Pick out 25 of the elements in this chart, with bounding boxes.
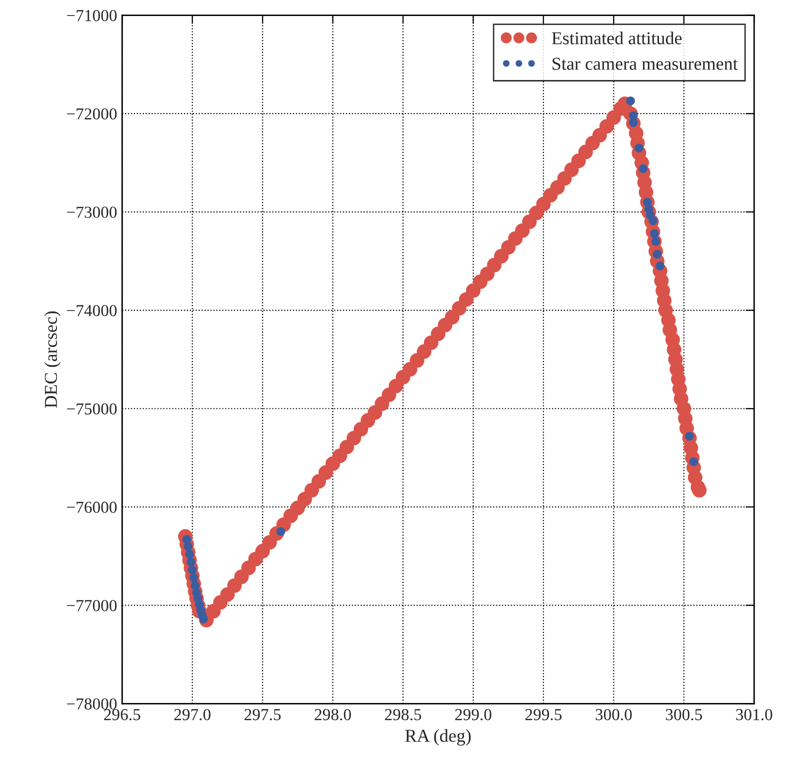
point (626, 96, 635, 106)
x-tick-label: 297.0 (174, 708, 210, 720)
point (634, 144, 644, 152)
x-tick-label: 296.5 (104, 709, 140, 720)
x-tick-label: 300.0 (596, 708, 632, 720)
x-tick-label: 299.0 (455, 708, 492, 720)
y-tick-label: −76000 (67, 502, 117, 513)
y-tick-label: −77000 (67, 600, 117, 612)
x-tick-label: 300.5 (666, 708, 702, 720)
point (656, 262, 664, 270)
y-tick-label: −78000 (67, 698, 117, 710)
legend-label: Star camera measurement (552, 58, 738, 70)
x-tick-label: 299.5 (525, 709, 562, 720)
x-tick-label: 298.0 (314, 708, 351, 720)
y-tick-label: −71000 (67, 10, 117, 22)
y-tick-label: −72000 (67, 108, 117, 120)
x-tick-label: 297.5 (244, 709, 281, 720)
x-axis-title: RA (deg) (405, 729, 471, 746)
y-tick-label: −74000 (67, 304, 117, 316)
x-tick-label: 298.5 (385, 708, 422, 720)
y-tick-label: −75000 (67, 403, 117, 415)
y-tick-label: −73000 (67, 206, 117, 218)
y-axis-title: DEC (arcsec) (44, 311, 61, 408)
x-tick-label: 301.0 (736, 708, 772, 720)
legend-label: Estimated attitude (552, 32, 682, 44)
